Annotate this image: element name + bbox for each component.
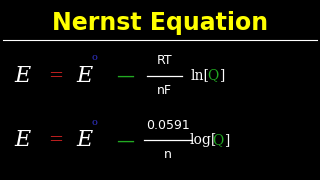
Text: 0.0591: 0.0591: [146, 119, 190, 132]
Text: ]: ]: [225, 133, 230, 147]
Text: Q: Q: [207, 69, 219, 83]
Text: E: E: [14, 129, 30, 151]
Text: E: E: [14, 65, 30, 87]
Text: ]: ]: [220, 69, 225, 83]
Text: n: n: [164, 148, 172, 161]
Text: ln[: ln[: [191, 69, 209, 83]
Text: RT: RT: [157, 55, 172, 68]
Text: —: —: [116, 131, 134, 149]
Text: =: =: [49, 67, 63, 85]
Text: Q: Q: [212, 133, 224, 147]
Text: E: E: [77, 65, 93, 87]
Text: E: E: [77, 129, 93, 151]
Text: log[: log[: [189, 133, 217, 147]
Text: nF: nF: [157, 84, 172, 97]
Text: Nernst Equation: Nernst Equation: [52, 11, 268, 35]
Text: o: o: [92, 53, 97, 62]
Text: o: o: [92, 118, 97, 127]
Text: —: —: [116, 67, 134, 85]
Text: =: =: [49, 131, 63, 149]
